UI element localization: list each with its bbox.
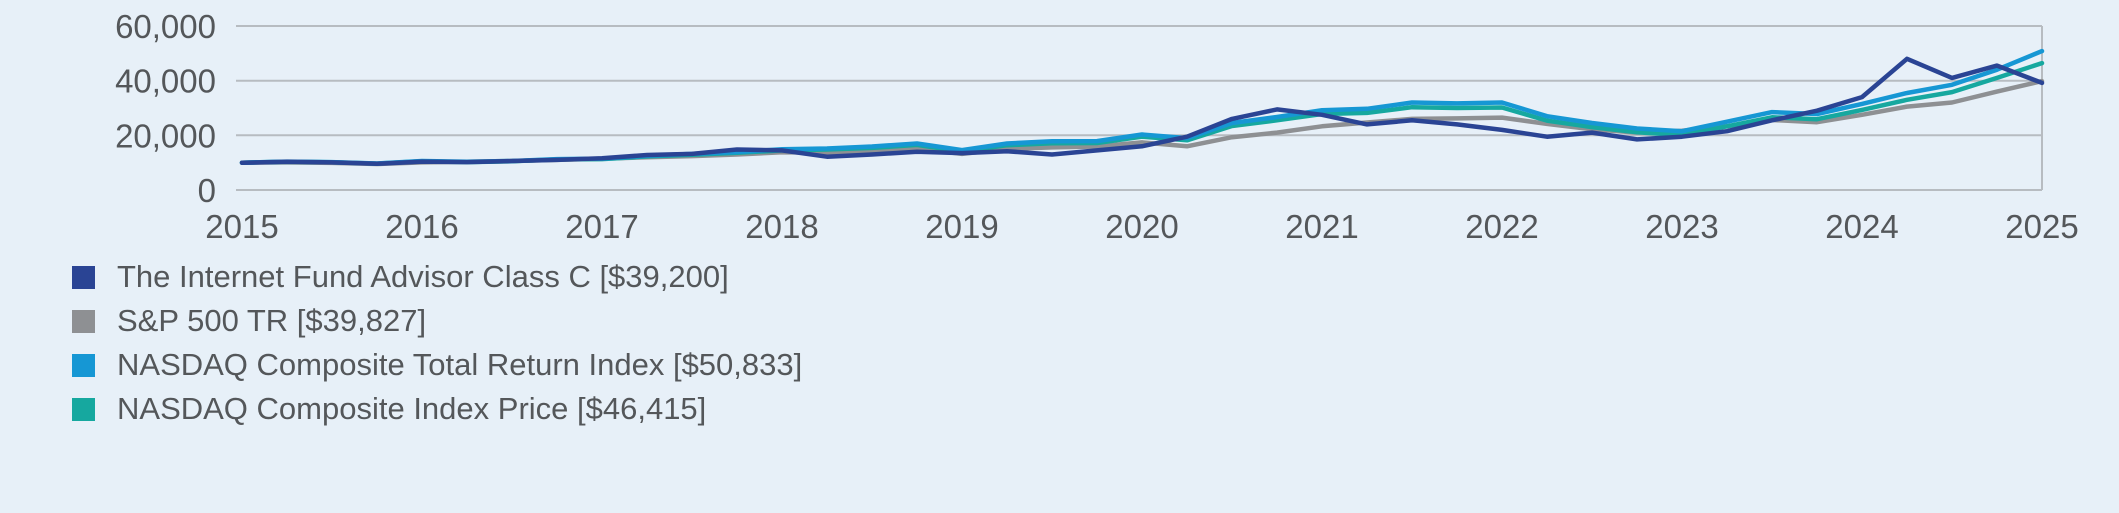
legend-item-sp500-tr: S&P 500 TR [$39,827] [72,303,2119,339]
svg-text:20,000: 20,000 [115,117,216,154]
svg-text:2021: 2021 [1285,208,1358,245]
svg-text:2016: 2016 [385,208,458,245]
svg-text:60,000: 60,000 [115,8,216,45]
chart-legend: The Internet Fund Advisor Class C [$39,2… [72,259,2119,426]
svg-text:2022: 2022 [1465,208,1538,245]
svg-text:2020: 2020 [1105,208,1178,245]
legend-label-sp500-tr: S&P 500 TR [$39,827] [117,303,427,339]
svg-text:2019: 2019 [925,208,998,245]
svg-text:0: 0 [198,172,216,209]
svg-text:2018: 2018 [745,208,818,245]
svg-text:2023: 2023 [1645,208,1718,245]
legend-item-internet-fund: The Internet Fund Advisor Class C [$39,2… [72,259,2119,294]
svg-text:2015: 2015 [205,208,278,245]
chart-area: 0 20,000 40,000 60,000 2015 2016 2017 2018 2019 2… [0,2,2119,254]
legend-swatch-nasdaq-price [72,397,95,421]
svg-text:2024: 2024 [1825,208,1898,245]
svg-text:40,000: 40,000 [115,63,216,100]
svg-text:2025: 2025 [2005,208,2078,245]
legend-item-nasdaq-price: NASDAQ Composite Index Price [$46,415] [72,392,2119,426]
legend-swatch-internet-fund [72,265,95,289]
legend-label-internet-fund: The Internet Fund Advisor Class C [$39,2… [117,259,729,294]
legend-swatch-sp500-tr [72,309,95,333]
legend-item-nasdaq-tr: NASDAQ Composite Total Return Index [$50… [72,348,2119,382]
legend-label-nasdaq-tr: NASDAQ Composite Total Return Index [$50… [117,347,803,383]
legend-swatch-nasdaq-tr [72,353,95,377]
performance-chart: 0 20,000 40,000 60,000 2015 2016 2017 2018 2019 2… [115,8,2079,245]
legend-label-nasdaq-price: NASDAQ Composite Index Price [$46,415] [117,391,707,427]
svg-text:2017: 2017 [565,208,638,245]
